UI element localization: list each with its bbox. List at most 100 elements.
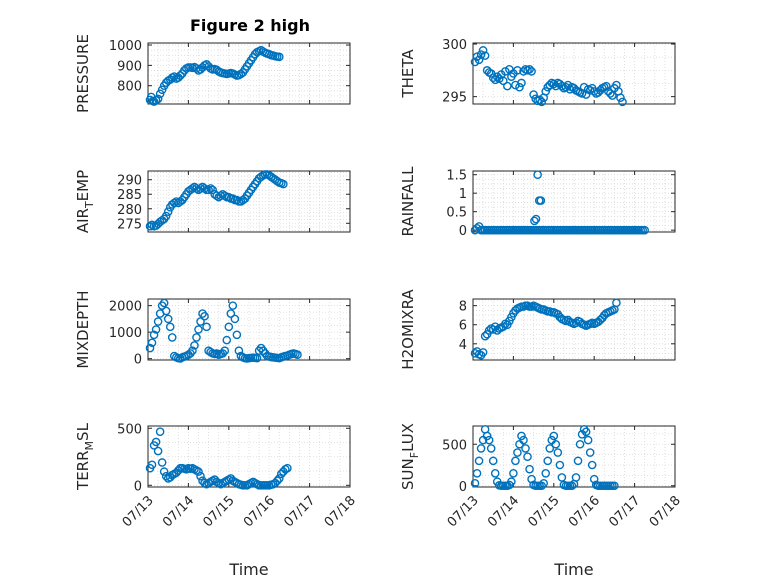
data-point [480, 51, 490, 60]
data-point [283, 463, 292, 473]
y-axis-label: THETA [399, 49, 417, 99]
data-point [498, 76, 508, 86]
y-tick-label: 1 [459, 187, 467, 202]
y-axis-label-sub: T [83, 201, 96, 209]
axes-box [147, 425, 351, 488]
data-point [571, 318, 581, 328]
data-point [525, 64, 534, 74]
x-tick-label: 07/18 [647, 493, 684, 530]
data-point [553, 448, 563, 457]
data-point [549, 79, 559, 89]
y-axis-label-main: TERR [74, 450, 92, 491]
x-tick-label: 07/18 [322, 493, 359, 530]
x-tick-label: 07/13 [120, 493, 157, 530]
y-axis-label-sub: F [408, 452, 421, 458]
data-point [484, 435, 494, 445]
data-point [537, 481, 546, 491]
y-axis-label: H2OMIXRA [399, 289, 417, 370]
data-point [567, 481, 577, 491]
data-point [252, 353, 262, 363]
data-point [476, 444, 486, 453]
data-point [149, 330, 159, 340]
y-tick-label: 900 [117, 59, 142, 74]
data-point [196, 184, 205, 193]
data-point [531, 214, 541, 224]
data-point [196, 471, 205, 481]
data-point [200, 311, 209, 321]
data-point [535, 95, 544, 105]
data-point [206, 184, 215, 193]
data-point [216, 191, 226, 200]
data-point [521, 444, 530, 453]
x-tick-label: 07/13 [445, 493, 482, 530]
axes-box [472, 298, 676, 361]
data-point [163, 207, 173, 216]
data-point [190, 341, 199, 350]
y-tick-label: 285 [117, 188, 142, 203]
x-tick-label: 07/14 [485, 493, 522, 530]
data-point [618, 97, 627, 107]
data-point [536, 196, 546, 205]
y-tick-label: 300 [442, 38, 467, 53]
data-point [602, 81, 611, 91]
x-axis-label: Time [553, 560, 593, 579]
data-point [543, 456, 553, 466]
data-point [153, 446, 163, 456]
panel-sun_flux: 0 500 07/13 07/14 07/15 07/16 07/17 07/18 SUNFLU… [399, 423, 684, 579]
y-tick-label: 0 [459, 224, 467, 239]
x-tick-label: 07/16 [241, 493, 278, 530]
figure-title: Figure 2 high [190, 16, 310, 35]
y-axis-label: PRESSURE [74, 34, 92, 113]
panel-terr_msl: 0 500 07/13 07/14 07/15 07/16 07/17 07/18 TERRMS… [74, 422, 359, 579]
data-point [488, 73, 498, 83]
data-point [232, 195, 242, 205]
data-point [494, 74, 504, 84]
y-tick-label: 4 [459, 338, 467, 353]
data-point [517, 78, 526, 88]
data-point [272, 476, 282, 486]
data-point [234, 346, 244, 356]
data-point [212, 191, 221, 200]
data-point [159, 298, 169, 308]
data-point [486, 444, 496, 453]
x-tick-label: 07/17 [606, 493, 643, 530]
data-point [478, 348, 488, 357]
data-point [274, 474, 284, 483]
y-axis-label-tail: LUX [399, 423, 417, 452]
panel-rainfall: 0 0.5 1 1.5 RAINFALL [399, 166, 676, 239]
data-point [153, 94, 163, 104]
y-tick-label: 295 [442, 91, 467, 106]
data-point [545, 444, 555, 453]
data-point [549, 431, 559, 441]
data-point [157, 458, 167, 467]
data-point [571, 473, 581, 482]
y-tick-label: 0 [134, 353, 142, 368]
y-tick-label: 1000 [109, 39, 142, 54]
y-axis-label-tail: SL [74, 422, 92, 441]
data-point [589, 87, 599, 96]
data-point [232, 330, 242, 340]
axes-box [472, 42, 676, 105]
y-axis-label-main: SUN [399, 458, 417, 490]
data-point [230, 314, 240, 324]
data-point [212, 349, 221, 358]
data-point [206, 347, 215, 357]
data-point [515, 82, 524, 92]
data-point [147, 338, 157, 348]
y-tick-label: 8 [459, 300, 467, 315]
data-point [474, 456, 484, 466]
axes-box [147, 170, 351, 233]
data-point [293, 350, 302, 359]
data-point [151, 96, 161, 105]
y-tick-label: 1000 [109, 326, 142, 341]
data-point [557, 473, 567, 482]
data-point [157, 85, 167, 95]
y-tick-label: 500 [117, 422, 142, 437]
data-point [640, 225, 650, 235]
axes-box [147, 298, 351, 361]
data-point [517, 431, 526, 441]
panel-h2omixra: 4 6 8 H2OMIXRA [399, 289, 676, 370]
data-point [519, 435, 528, 445]
data-point [565, 84, 575, 94]
